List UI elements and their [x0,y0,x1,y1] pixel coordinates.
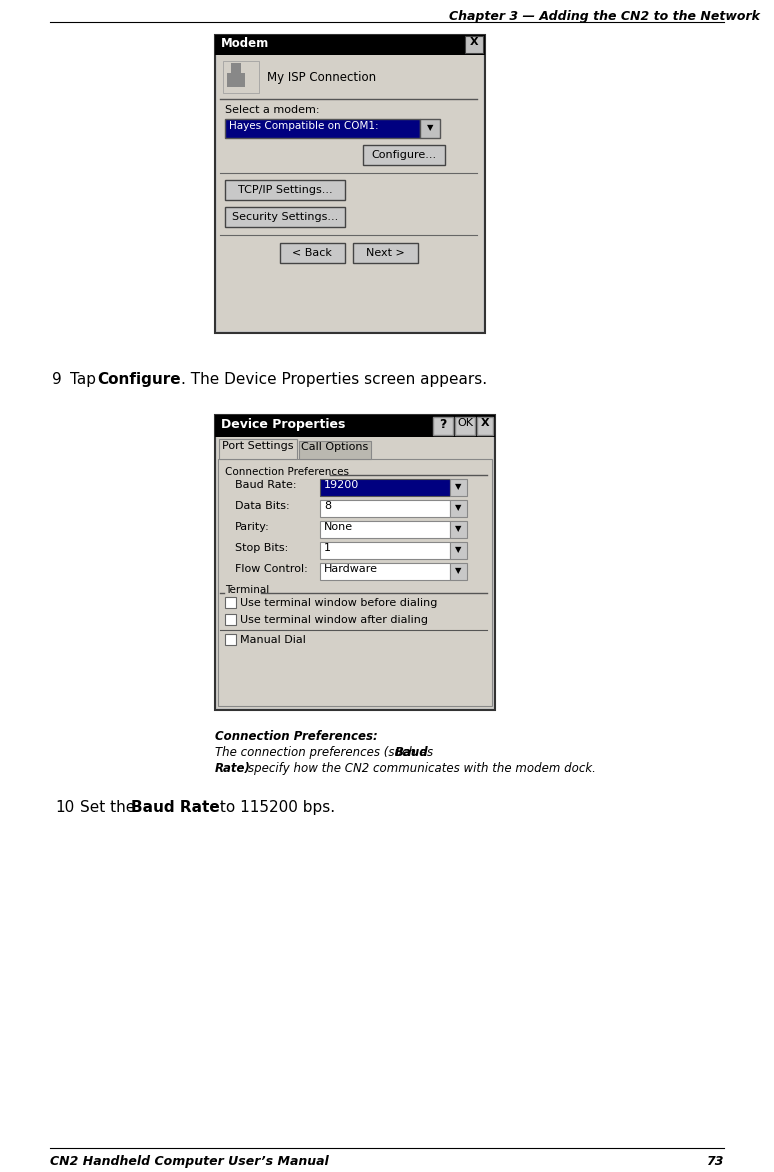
Text: Device Properties: Device Properties [221,418,345,431]
Bar [450,522,467,538]
Text: TCP/IP Settings...: TCP/IP Settings... [238,185,332,195]
Text: Flow Control:: Flow Control: [235,564,308,574]
Bar [219,440,297,459]
Bar [225,180,345,200]
Bar [215,415,495,710]
Bar [353,243,418,263]
Text: X: X [481,418,489,428]
Text: Tap: Tap [70,372,101,387]
Text: ▼: ▼ [455,545,461,554]
Bar [225,207,345,227]
Text: Use terminal window before dialing: Use terminal window before dialing [240,598,437,608]
Text: None: None [324,522,353,532]
Bar [450,500,467,517]
Bar [225,597,236,608]
Bar [225,614,236,625]
Bar [455,417,475,435]
Text: Next >: Next > [365,248,404,258]
Bar [320,563,450,580]
Text: Terminal: Terminal [225,585,269,595]
Text: ▼: ▼ [455,504,461,512]
Text: Rate): Rate) [215,762,251,775]
Text: 8: 8 [324,500,331,511]
Text: Select a modem:: Select a modem: [225,105,320,115]
Text: X: X [470,38,478,47]
Bar [465,36,483,53]
Text: Baud Rate: Baud Rate [131,800,220,815]
Text: Chapter 3 — Adding the CN2 to the Network: Chapter 3 — Adding the CN2 to the Networ… [449,11,760,23]
Bar [280,243,345,263]
Bar [215,35,485,333]
Bar [450,541,467,559]
Text: The connection preferences (such as: The connection preferences (such as [215,747,437,759]
Text: ▼: ▼ [455,566,461,575]
Text: Data Bits:: Data Bits: [235,500,289,511]
Text: 19200: 19200 [324,481,359,490]
Bar [225,120,420,138]
Text: Configure...: Configure... [372,150,437,161]
Bar [477,417,493,435]
Bar [215,415,495,437]
Bar [320,500,450,517]
Bar [320,522,450,538]
Text: Use terminal window after dialing: Use terminal window after dialing [240,615,428,625]
Text: My ISP Connection: My ISP Connection [267,71,376,84]
Text: CN2 Handheld Computer User’s Manual: CN2 Handheld Computer User’s Manual [50,1154,329,1168]
Text: Configure: Configure [97,372,180,387]
Text: ▼: ▼ [426,123,433,132]
Text: Baud Rate:: Baud Rate: [235,481,296,490]
Bar [450,479,467,496]
Text: 73: 73 [707,1154,724,1168]
Bar [320,479,450,496]
Text: Connection Preferences:: Connection Preferences: [215,730,378,743]
Text: Port Settings: Port Settings [222,441,294,451]
Bar [218,459,492,706]
Bar [320,541,450,559]
Text: Parity:: Parity: [235,522,270,532]
Bar [299,441,371,459]
Text: 1: 1 [324,543,331,553]
Text: 9: 9 [53,372,62,387]
Text: 10: 10 [55,800,74,815]
Text: ?: ? [440,418,447,431]
Text: Hardware: Hardware [324,564,378,574]
Text: Security Settings...: Security Settings... [232,212,338,222]
Text: . The Device Properties screen appears.: . The Device Properties screen appears. [181,372,487,387]
Text: to 115200 bps.: to 115200 bps. [215,800,335,815]
Text: < Back: < Back [292,248,332,258]
Bar [227,73,245,87]
Text: Connection Preferences: Connection Preferences [225,466,349,477]
Text: Set the: Set the [80,800,140,815]
Text: specify how the CN2 communicates with the modem dock.: specify how the CN2 communicates with th… [248,762,596,775]
Text: Baud: Baud [395,747,429,759]
Bar [215,35,485,55]
Bar [420,120,440,138]
Text: Manual Dial: Manual Dial [240,635,306,645]
Bar [217,55,483,331]
Text: ▼: ▼ [455,525,461,533]
Bar [433,417,453,435]
Bar [450,563,467,580]
Text: Stop Bits:: Stop Bits: [235,543,288,553]
Text: OK: OK [457,418,473,428]
Bar [231,63,241,73]
Bar [225,634,236,645]
Bar [363,145,445,165]
Text: Modem: Modem [221,38,269,50]
Bar [223,61,259,93]
Text: Hayes Compatible on COM1:: Hayes Compatible on COM1: [229,121,378,131]
Text: ▼: ▼ [455,483,461,491]
Text: Call Options: Call Options [301,442,368,452]
Bar [217,437,493,708]
